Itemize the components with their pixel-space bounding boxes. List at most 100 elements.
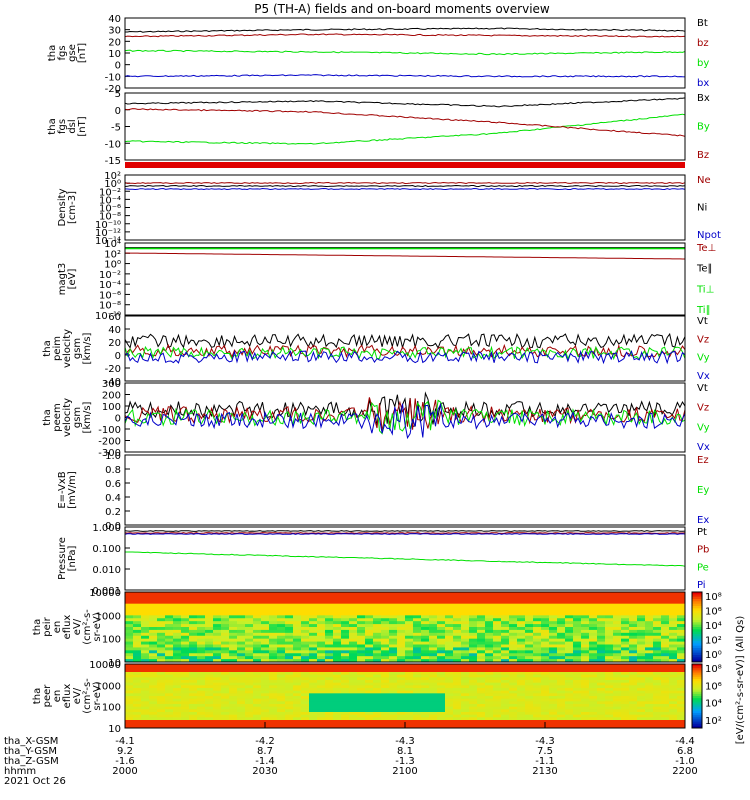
spec-cell bbox=[413, 612, 422, 616]
spec-cell bbox=[501, 696, 510, 700]
legend-Ti⊥: Ti⊥ bbox=[696, 284, 714, 295]
spec-cell bbox=[333, 624, 342, 628]
legend-bz: bz bbox=[697, 38, 709, 49]
spec-cell bbox=[149, 720, 158, 724]
spec-cell bbox=[325, 594, 334, 599]
spec-cell bbox=[165, 714, 174, 718]
spec-cell bbox=[221, 594, 230, 599]
spec-cell bbox=[245, 606, 254, 610]
spec-cell bbox=[501, 704, 510, 708]
spec-cell bbox=[637, 685, 646, 689]
spec-cell bbox=[285, 682, 294, 686]
spec-cell bbox=[261, 666, 270, 670]
spec-cell bbox=[213, 635, 222, 640]
y-tick-label: 1.0 bbox=[105, 451, 121, 462]
spec-cell bbox=[541, 641, 550, 645]
spec-cell bbox=[213, 621, 222, 625]
legend-Bz: Bz bbox=[697, 150, 709, 161]
spec-cell bbox=[277, 704, 286, 708]
spec-cell bbox=[421, 656, 430, 660]
spec-cell bbox=[301, 720, 310, 724]
spec-cell bbox=[453, 597, 462, 602]
legend-Ne: Ne bbox=[697, 175, 711, 186]
spec-cell bbox=[293, 600, 302, 605]
spec-cell bbox=[229, 685, 238, 689]
spec-cell bbox=[677, 653, 686, 657]
spec-cell bbox=[229, 615, 238, 619]
spec-cell bbox=[349, 603, 358, 608]
spec-cell bbox=[501, 638, 510, 643]
spec-cell bbox=[213, 627, 222, 631]
spec-cell bbox=[517, 644, 526, 648]
spec-cell bbox=[133, 709, 142, 713]
figure-title: P5 (TH-A) fields and on-board moments ov… bbox=[254, 2, 550, 16]
spec-cell bbox=[597, 701, 606, 705]
spec-cell bbox=[469, 725, 478, 729]
spec-cell bbox=[533, 603, 542, 608]
spec-cell bbox=[469, 650, 478, 654]
spec-cell bbox=[317, 597, 326, 602]
spec-cell bbox=[253, 641, 262, 645]
spec-cell bbox=[397, 644, 406, 648]
spec-cell bbox=[413, 609, 422, 613]
spec-cell bbox=[213, 597, 222, 602]
spec-cell bbox=[389, 594, 398, 599]
spec-cell bbox=[453, 656, 462, 660]
spec-cell bbox=[125, 690, 134, 694]
spec-cell bbox=[173, 635, 182, 640]
spec-cell bbox=[429, 592, 438, 596]
spec-cell bbox=[125, 647, 134, 651]
legend-Vz: Vz bbox=[697, 334, 709, 345]
spec-cell bbox=[589, 709, 598, 713]
spec-cell bbox=[213, 629, 222, 634]
y-tick-label: 0.0 bbox=[105, 521, 121, 532]
spec-cell bbox=[373, 592, 382, 596]
spec-cell bbox=[629, 690, 638, 694]
spec-cell bbox=[485, 606, 494, 610]
y-axis-label: peer bbox=[42, 684, 53, 708]
spec-cell bbox=[157, 603, 166, 608]
spec-cell bbox=[637, 677, 646, 681]
spec-cell bbox=[637, 664, 646, 668]
spec-cell bbox=[333, 704, 342, 708]
spec-cell bbox=[165, 612, 174, 616]
spec-cell bbox=[277, 709, 286, 713]
spec-cell bbox=[149, 653, 158, 657]
spec-cell bbox=[565, 693, 574, 697]
spec-cell bbox=[381, 664, 390, 668]
spec-cell bbox=[357, 656, 366, 660]
spec-cell bbox=[125, 653, 134, 657]
spec-cell bbox=[565, 672, 574, 676]
spec-cell bbox=[445, 674, 454, 678]
spec-cell bbox=[621, 682, 630, 686]
spec-cell bbox=[349, 644, 358, 648]
spec-cell bbox=[293, 603, 302, 608]
spec-cell bbox=[493, 693, 502, 697]
spec-cell bbox=[133, 606, 142, 610]
spec-cell bbox=[437, 720, 446, 724]
spec-cell bbox=[349, 714, 358, 718]
spec-cell bbox=[613, 656, 622, 660]
spec-cell bbox=[429, 712, 438, 716]
spec-cell bbox=[525, 680, 534, 684]
spec-cell bbox=[205, 706, 214, 710]
spec-cell bbox=[389, 603, 398, 608]
spec-cell bbox=[437, 627, 446, 631]
spec-cell bbox=[469, 638, 478, 643]
spec-cell bbox=[461, 644, 470, 648]
spec-cell bbox=[285, 597, 294, 602]
spec-cell bbox=[341, 621, 350, 625]
spec-cell bbox=[157, 690, 166, 694]
spec-cell bbox=[349, 650, 358, 654]
spec-cell bbox=[597, 706, 606, 710]
y-tick-label: 20 bbox=[108, 338, 121, 349]
spec-cell bbox=[637, 696, 646, 700]
spec-cell bbox=[165, 709, 174, 713]
spec-cell bbox=[429, 666, 438, 670]
spec-cell bbox=[645, 600, 654, 605]
spec-cell bbox=[301, 714, 310, 718]
spec-cell bbox=[509, 669, 518, 673]
spec-cell bbox=[421, 618, 430, 622]
spec-cell bbox=[597, 653, 606, 657]
